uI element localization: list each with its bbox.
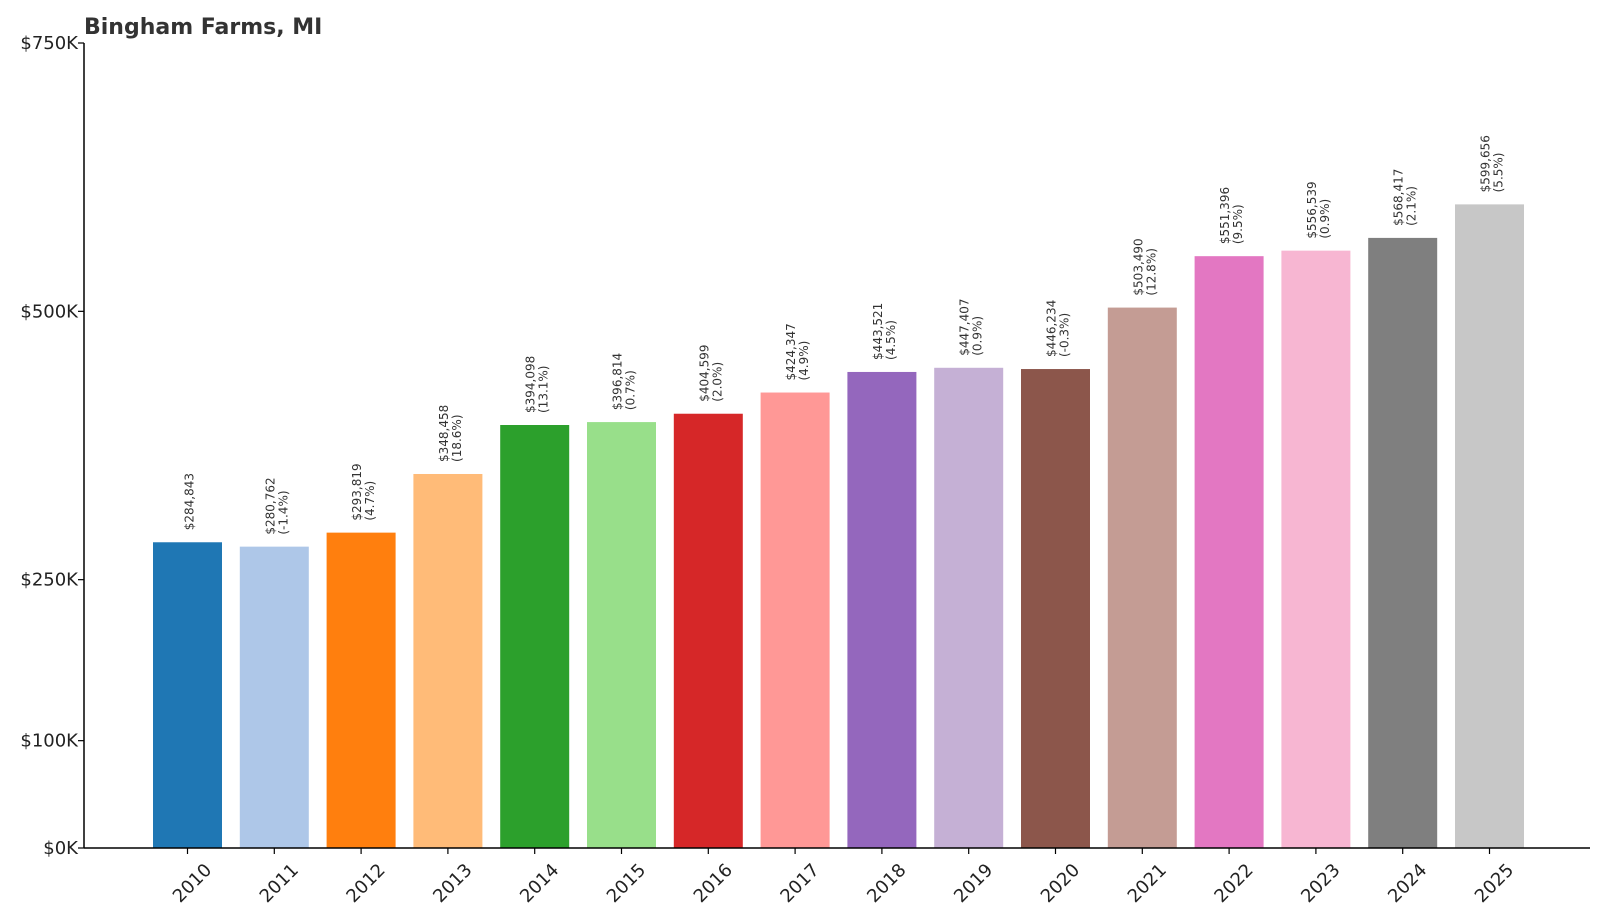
bar-label-2014: $394,098 (13.1%) (524, 356, 551, 413)
x-tick-label: 2019 (950, 860, 997, 907)
x-tick-label: 2012 (342, 860, 389, 907)
x-tick-label: 2022 (1210, 860, 1257, 907)
bar-value-label: $599,656 (1479, 135, 1493, 192)
y-axis-ticks: $0K $100K $250K $500K $750K (20, 33, 84, 859)
chart-title: Bingham Farms, MI (84, 15, 322, 40)
y-tick-label: $500K (20, 301, 79, 322)
y-tick-label: $0K (43, 838, 79, 859)
bar-2016 (673, 413, 743, 848)
bar-value-label: $293,819 (350, 463, 364, 520)
bar-change-label: (13.1%) (537, 366, 551, 413)
x-tick-label: 2011 (256, 860, 303, 907)
bar-value-label: $424,347 (784, 323, 798, 380)
bar-change-label: (4.9%) (797, 341, 811, 381)
bar-2020 (1021, 369, 1090, 848)
bar-value-label: $396,814 (611, 353, 625, 410)
bar-label-2020: $446,234 (-0.3%) (1045, 300, 1072, 357)
bar-label-2025: $599,656 (5.5%) (1479, 135, 1506, 192)
bar-value-label: $446,234 (1045, 300, 1059, 357)
x-tick-label: 2010 (169, 860, 216, 907)
bar-label-2013: $348,458 (18.6%) (437, 405, 464, 462)
bar-change-label: (0.9%) (971, 316, 985, 356)
bar-change-label: (2.1%) (1405, 186, 1419, 226)
bars (153, 204, 1524, 849)
bar-2011 (239, 546, 309, 848)
bar-2010 (153, 542, 222, 848)
bar-value-label: $503,490 (1131, 238, 1145, 295)
bar-change-label: (4.5%) (884, 320, 898, 360)
bar-2017 (760, 392, 830, 848)
bar-2012 (326, 532, 396, 848)
bar-value-label: $284,843 (183, 473, 197, 530)
bar-change-label: (2.0%) (710, 362, 724, 402)
bar-2014 (500, 425, 570, 848)
bar-2025 (1455, 204, 1524, 848)
bar-value-label: $404,599 (697, 344, 711, 401)
y-tick-label: $250K (20, 570, 79, 591)
bar-label-2022: $551,396 (9.5%) (1218, 187, 1245, 244)
bar-2022 (1194, 256, 1264, 848)
bar-label-2023: $556,539 (0.9%) (1305, 181, 1332, 238)
bar-label-2012: $293,819 (4.7%) (350, 463, 377, 520)
bar-value-label: $568,417 (1392, 169, 1406, 226)
bar-label-2024: $568,417 (2.1%) (1392, 169, 1419, 226)
bar-label-2018: $443,521 (4.5%) (871, 303, 898, 360)
x-tick-label: 2016 (690, 860, 737, 907)
bar-change-label: (0.7%) (624, 370, 638, 410)
bar-2021 (1107, 307, 1177, 848)
bar-change-label: (-0.3%) (1058, 313, 1072, 357)
y-tick-label: $750K (20, 33, 79, 54)
x-tick-label: 2015 (603, 860, 650, 907)
bar-change-label: (-1.4%) (276, 490, 290, 534)
bar-label-2011: $280,762 (-1.4%) (263, 477, 290, 534)
bar-change-label: (0.9%) (1318, 199, 1332, 239)
x-tick-label: 2014 (516, 860, 563, 907)
bar-label-2015: $396,814 (0.7%) (611, 353, 638, 410)
x-tick-label: 2023 (1297, 860, 1344, 907)
bar-change-label: (18.6%) (450, 415, 464, 462)
bar-2013 (413, 473, 483, 848)
bar-label-2016: $404,599 (2.0%) (697, 344, 724, 401)
x-tick-label: 2024 (1384, 860, 1431, 907)
x-tick-label: 2020 (1037, 860, 1084, 907)
x-tick-label: 2018 (863, 860, 910, 907)
bar-change-label: (4.7%) (363, 481, 377, 521)
bar-label-2010: $284,843 (183, 473, 197, 530)
bar-2019 (934, 367, 1004, 848)
x-tick-label: 2021 (1124, 860, 1171, 907)
bar-value-labels: $284,843 $280,762 (-1.4%) $293,819 (4.7%) $34… (183, 135, 1506, 535)
bar-value-label: $443,521 (871, 303, 885, 360)
bar-change-label: (9.5%) (1231, 204, 1245, 244)
bar-2024 (1368, 237, 1438, 848)
x-tick-label: 2017 (776, 860, 823, 907)
x-tick-label: 2013 (429, 860, 476, 907)
bar-value-label: $280,762 (263, 477, 277, 534)
bar-label-2017: $424,347 (4.9%) (784, 323, 811, 380)
y-tick-label: $100K (20, 731, 79, 752)
x-tick-label: 2025 (1471, 860, 1518, 907)
bar-2018 (847, 371, 917, 848)
bar-value-label: $551,396 (1218, 187, 1232, 244)
bar-value-label: $348,458 (437, 405, 451, 462)
bar-2023 (1281, 250, 1351, 849)
bar-label-2019: $447,407 (0.9%) (958, 299, 985, 356)
bar-value-label: $556,539 (1305, 181, 1319, 238)
bar-change-label: (12.8%) (1144, 248, 1158, 295)
x-axis-ticks: 2010 2011 2012 2013 2014 2015 2016 2017 2018 2019… (169, 848, 1518, 907)
bar-label-2021: $503,490 (12.8%) (1131, 238, 1158, 295)
bar-value-label: $447,407 (958, 299, 972, 356)
bar-change-label: (5.5%) (1492, 153, 1506, 193)
bar-2015 (587, 422, 656, 848)
bar-value-label: $394,098 (524, 356, 538, 413)
